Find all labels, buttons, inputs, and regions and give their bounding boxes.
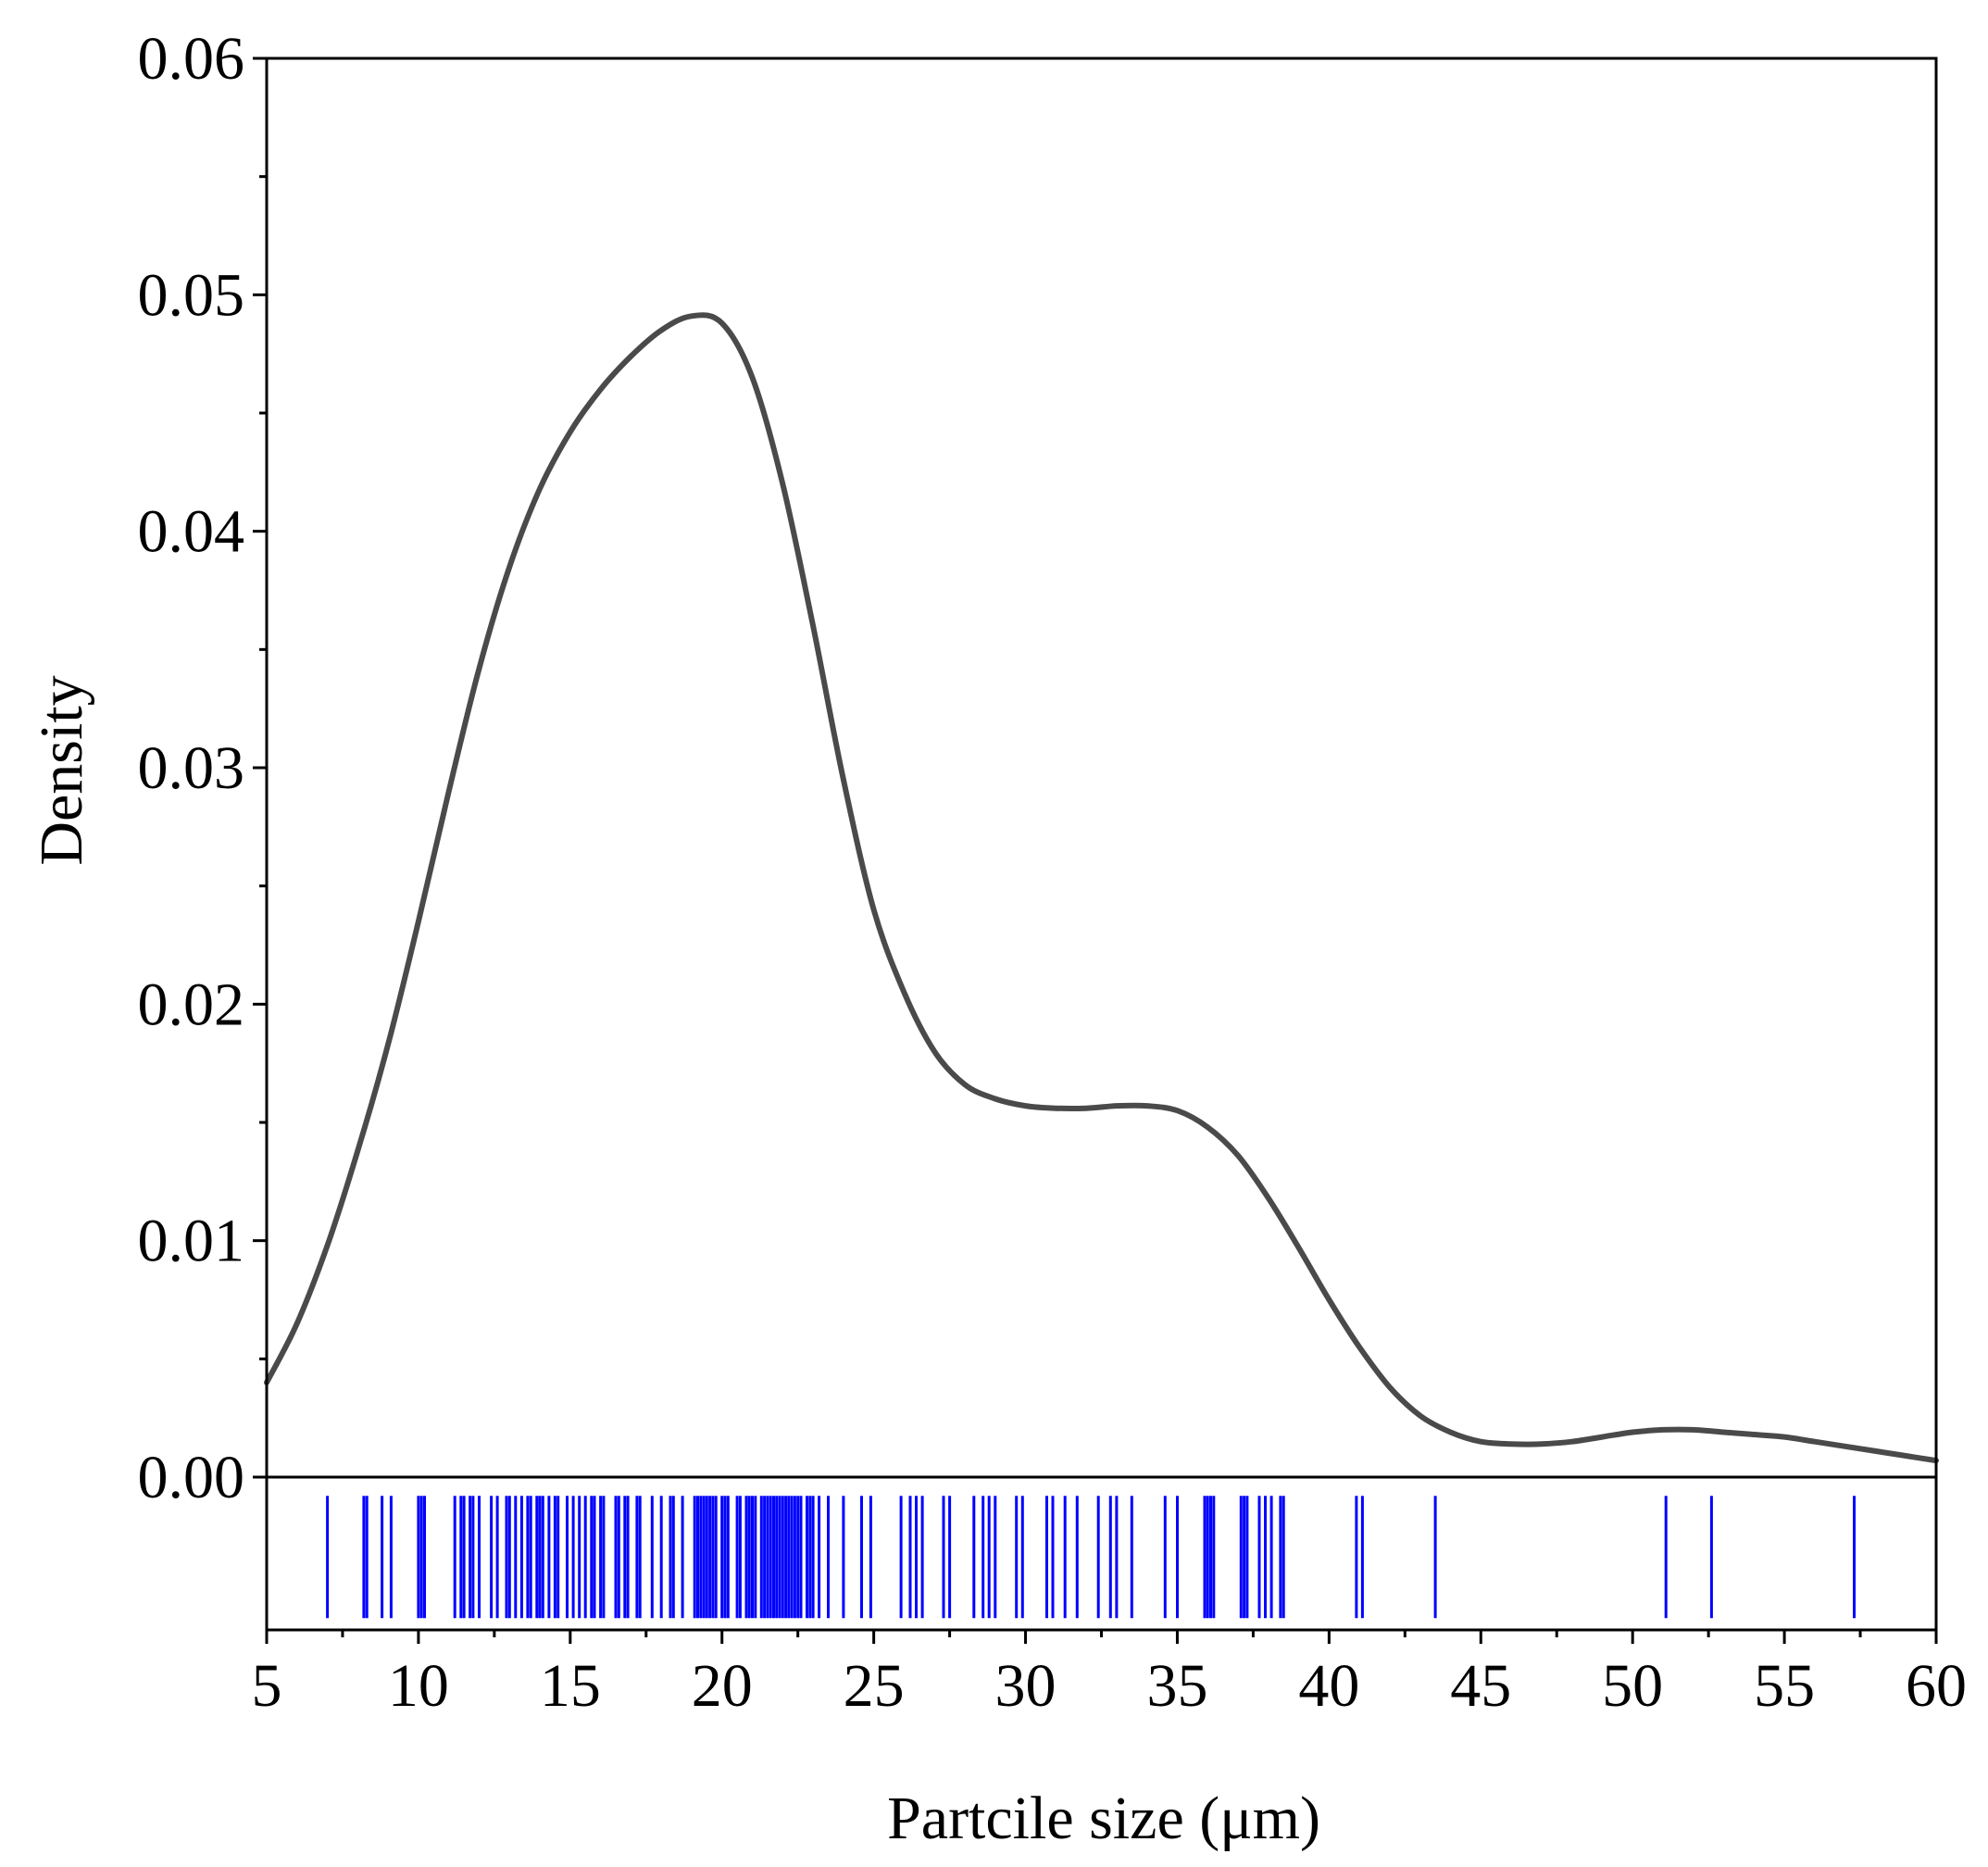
axes-layer: 5 10 15 20 25 30 35 40 45 50 55 60 0.00 0.01 0.02 0.03 0… <box>138 25 1968 1720</box>
y-tick-label: 0.01 <box>138 1208 245 1275</box>
x-tick-label: 40 <box>1298 1652 1359 1720</box>
x-tick-label: 20 <box>692 1652 753 1720</box>
x-tick-label: 25 <box>844 1652 905 1720</box>
x-tick-label: 50 <box>1602 1652 1663 1720</box>
y-tick-label: 0.03 <box>138 734 245 802</box>
x-axis-title: Partcile size (μm) <box>887 1785 1320 1852</box>
curve-layer <box>264 312 1939 1464</box>
y-tick-label: 0.05 <box>138 261 245 329</box>
density-curve <box>264 312 1939 1464</box>
x-tick-label: 5 <box>252 1652 282 1720</box>
y-tick-label: 0.04 <box>138 498 245 566</box>
x-tick-label: 15 <box>540 1652 601 1720</box>
x-tick-label: 30 <box>995 1652 1057 1720</box>
y-tick-label: 0.00 <box>138 1444 245 1511</box>
x-tick-label: 35 <box>1146 1652 1207 1720</box>
rug-layer <box>326 1496 1856 1619</box>
label-layer: Partcile size (μm) Density <box>28 675 1320 1852</box>
y-tick-label: 0.06 <box>138 25 245 93</box>
y-axis-title: Density <box>28 675 95 865</box>
x-tick-label: 60 <box>1906 1652 1967 1720</box>
y-tick-label: 0.02 <box>138 971 245 1038</box>
x-tick-label: 45 <box>1450 1652 1511 1720</box>
x-tick-label: 55 <box>1754 1652 1815 1720</box>
x-tick-label: 10 <box>388 1652 449 1720</box>
